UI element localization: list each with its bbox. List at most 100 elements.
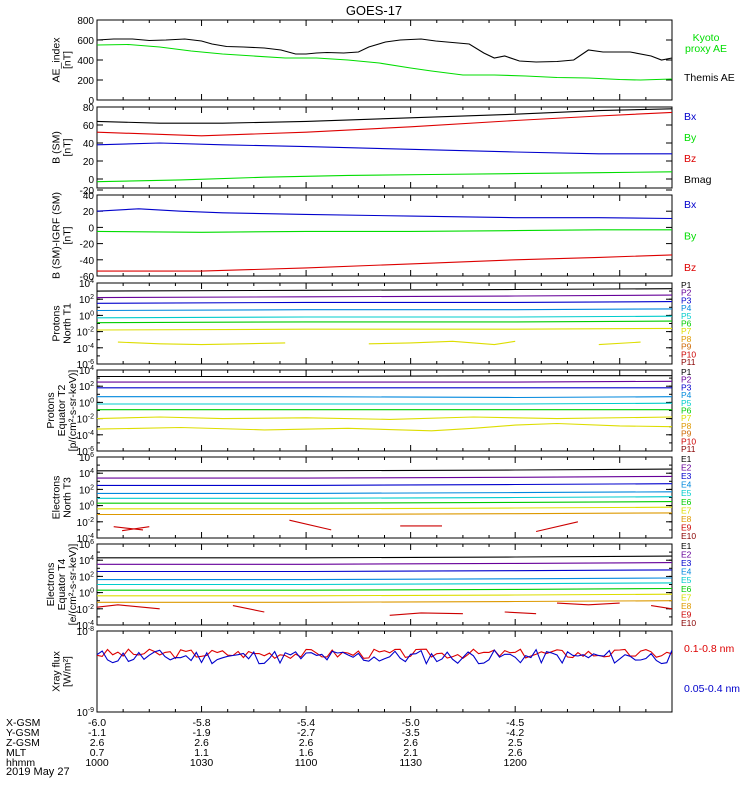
y-tick-label: 400 bbox=[77, 56, 94, 67]
y-axis-label: AE_index[nT] bbox=[51, 37, 74, 83]
legend-entry: P9 bbox=[681, 429, 692, 439]
series-line-trace-6 bbox=[97, 587, 672, 591]
series-line-trace-5 bbox=[97, 582, 672, 586]
legend-entry: E8 bbox=[681, 514, 692, 524]
panel-8: 10-8 10-9 Xray flux[W/m²] 0.1-0.8 nm 0.05-0.… bbox=[51, 626, 741, 719]
y-tick-label: 10-2 bbox=[77, 327, 94, 339]
y-tick-label: -20 bbox=[80, 240, 95, 251]
series-line-trace-8 bbox=[97, 422, 672, 432]
ephemeris-row-name: MLT bbox=[6, 747, 27, 759]
series-group bbox=[97, 208, 672, 272]
legend-entry: E1 bbox=[681, 541, 692, 551]
legend-entry: Bz bbox=[684, 153, 696, 165]
series-line-trace-10 bbox=[598, 341, 641, 346]
series-group bbox=[97, 375, 672, 432]
legend-entry: P7 bbox=[681, 413, 692, 423]
legend-entry: E4 bbox=[681, 480, 692, 490]
series-group bbox=[97, 108, 672, 183]
series-line-trace-7 bbox=[97, 327, 672, 331]
ephemeris-value: -3.5 bbox=[402, 727, 420, 739]
y-tick-label: 800 bbox=[77, 16, 94, 27]
series-group bbox=[97, 555, 672, 616]
series-line-bz bbox=[97, 111, 672, 137]
series-line-trace-2 bbox=[97, 562, 672, 565]
y-tick-label: 104 bbox=[79, 278, 94, 290]
series-line-0-05-0-4-nm bbox=[97, 648, 672, 666]
y-tick-label: 100 bbox=[79, 310, 94, 322]
y-axis-label: ElectronsEquator T4[e/(cm²-s-sr-keV)] bbox=[45, 544, 79, 626]
legend: Kyoto proxy AE Themis AE bbox=[684, 32, 735, 84]
y-tick-label: 10-4 bbox=[77, 343, 94, 355]
series-line-trace-10 bbox=[122, 526, 150, 532]
series-line-trace-4 bbox=[97, 577, 672, 581]
series-line-trace-1 bbox=[97, 468, 672, 472]
ephemeris-value: -6.0 bbox=[88, 717, 106, 729]
series-line-by bbox=[97, 171, 672, 183]
y-tick-label: 10-2 bbox=[77, 517, 94, 529]
series-line-trace-14 bbox=[651, 605, 672, 610]
series-line-bx bbox=[97, 142, 672, 155]
y-tick-label: 100 bbox=[79, 501, 94, 513]
series-line-trace-4 bbox=[97, 308, 672, 312]
y-tick-label: 10-2 bbox=[77, 414, 94, 426]
y-tick-label: -60 bbox=[80, 272, 95, 283]
y-tick-label: 104 bbox=[79, 468, 94, 480]
series-line-bx bbox=[97, 208, 672, 220]
legend: Bx By Bz bbox=[684, 199, 697, 274]
legend-entry: E10 bbox=[681, 531, 696, 541]
legend-entry: Bmag bbox=[684, 174, 712, 186]
y-axis-label: B (SM)[nT] bbox=[51, 131, 74, 164]
ephemeris-value: 1200 bbox=[504, 757, 528, 769]
ephemeris-value: 2.1 bbox=[403, 747, 418, 759]
ephemeris-value: 2.5 bbox=[508, 737, 523, 749]
legend-entry: 0.05-0.4 nm bbox=[684, 683, 740, 695]
legend-entry: P5 bbox=[681, 311, 692, 321]
series-line-trace-7 bbox=[97, 593, 672, 597]
date-label: 2019 May 27 bbox=[6, 766, 70, 778]
series-line-trace-9 bbox=[97, 604, 160, 610]
legend-entry: By bbox=[684, 231, 697, 243]
ephemeris-value: 1130 bbox=[399, 757, 422, 769]
y-tick-label: 10-6 bbox=[77, 446, 94, 458]
legend-entry: P3 bbox=[681, 295, 692, 305]
legend-entry: E5 bbox=[681, 575, 692, 585]
series-line-trace-2 bbox=[97, 380, 672, 383]
y-tick-label: 40 bbox=[83, 191, 95, 202]
legend: 0.1-0.8 nm 0.05-0.4 nm bbox=[684, 643, 740, 695]
y-tick-label: 104 bbox=[79, 365, 94, 377]
y-tick-label: 104 bbox=[79, 555, 94, 567]
y-tick-label: 102 bbox=[79, 294, 94, 306]
ephemeris-value: 2.6 bbox=[299, 737, 314, 749]
ephemeris-row-name: Z-GSM bbox=[6, 737, 40, 749]
legend-entry: E2 bbox=[681, 550, 692, 560]
series-line-trace-9 bbox=[368, 340, 516, 346]
legend-entry: P1 bbox=[681, 367, 692, 377]
legend-entry: P5 bbox=[681, 398, 692, 408]
ephemeris-row-name: Y-GSM bbox=[6, 727, 39, 739]
ephemeris-value: -4.5 bbox=[506, 717, 524, 729]
series-line-trace-11 bbox=[289, 519, 332, 531]
y-tick-label: 102 bbox=[79, 381, 94, 393]
legend-entry: E6 bbox=[681, 497, 692, 507]
legend-entry: P10 bbox=[681, 436, 696, 446]
series-line-0-1-0-8-nm bbox=[97, 648, 672, 660]
y-tick-label: 10-4 bbox=[77, 533, 94, 545]
legend-entry: 0.1-0.8 nm bbox=[684, 643, 734, 655]
series-line-trace-3 bbox=[97, 569, 672, 573]
ephemeris-value: 1.1 bbox=[194, 747, 209, 759]
y-axis-label: B (SM)-IGRF (SM)[nT] bbox=[51, 192, 74, 279]
y-tick-label: 106 bbox=[79, 539, 94, 551]
series-group bbox=[97, 38, 672, 81]
series-group bbox=[97, 648, 672, 666]
series-line-trace-10 bbox=[232, 605, 265, 613]
series-line-bz bbox=[97, 254, 672, 272]
series-line-themis-ae bbox=[97, 38, 672, 63]
ephemeris-row-name: X-GSM bbox=[6, 717, 40, 729]
ephemeris-value: 2.6 bbox=[90, 737, 105, 749]
